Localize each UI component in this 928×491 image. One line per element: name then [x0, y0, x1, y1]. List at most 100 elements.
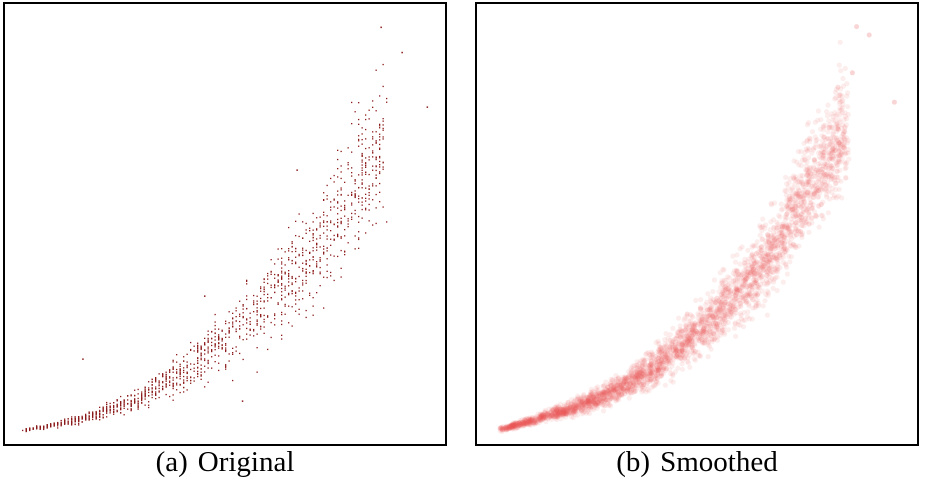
data-point: [340, 222, 342, 225]
data-point: [197, 366, 199, 368]
data-point: [253, 294, 255, 297]
data-point: [602, 397, 608, 403]
data-point: [130, 409, 132, 411]
data-point: [246, 295, 248, 297]
data-point: [634, 374, 641, 380]
data-point: [760, 278, 766, 284]
data-point: [172, 387, 174, 390]
data-point: [267, 316, 269, 318]
data-point: [186, 376, 188, 378]
data-point: [106, 408, 108, 410]
data-point: [386, 101, 388, 103]
data-point: [780, 206, 786, 212]
data-point: [841, 145, 847, 151]
data-point: [158, 390, 160, 392]
data-point: [176, 389, 178, 391]
data-point: [302, 298, 304, 300]
data-point: [611, 385, 617, 391]
data-point: [78, 420, 80, 422]
data-point: [668, 353, 674, 359]
data-point: [779, 229, 785, 235]
data-point: [713, 312, 719, 318]
data-point: [626, 385, 632, 391]
data-point: [137, 408, 139, 410]
data-point: [582, 399, 588, 405]
data-point: [837, 91, 843, 97]
data-point: [771, 224, 777, 230]
data-point: [375, 142, 377, 144]
data-point: [249, 323, 251, 325]
data-point: [615, 391, 621, 397]
data-point: [137, 397, 139, 400]
data-point: [752, 271, 758, 277]
data-point: [700, 331, 706, 337]
data-point: [263, 321, 265, 323]
data-point: [749, 251, 755, 257]
data-point: [316, 261, 318, 263]
data-point: [382, 124, 384, 126]
data-point: [102, 414, 104, 416]
data-point: [790, 173, 796, 179]
data-point: [365, 187, 367, 189]
data-point: [670, 339, 676, 345]
data-point: [766, 265, 772, 271]
data-point: [763, 268, 769, 274]
data-point: [344, 208, 346, 210]
data-point: [687, 337, 693, 344]
data-point: [526, 417, 532, 423]
data-point: [672, 369, 678, 375]
data-point: [785, 210, 791, 216]
data-point: [728, 302, 734, 308]
data-point: [559, 407, 566, 413]
data-point: [579, 399, 585, 405]
data-point: [521, 421, 527, 427]
data-point: [537, 415, 544, 421]
data-point: [826, 149, 832, 155]
data-point: [821, 141, 827, 147]
data-point: [642, 374, 648, 380]
data-point: [158, 391, 160, 393]
data-point: [601, 389, 607, 395]
data-point: [372, 169, 374, 171]
data-point: [284, 273, 286, 275]
data-point: [630, 375, 636, 381]
data-point: [655, 371, 661, 377]
data-point: [207, 341, 209, 343]
data-point: [619, 382, 625, 388]
data-point: [832, 144, 838, 150]
outlier-point: [854, 24, 860, 30]
data-point: [239, 320, 241, 323]
data-point: [81, 415, 83, 417]
data-point: [750, 266, 756, 272]
data-point: [113, 402, 115, 404]
data-point: [319, 246, 321, 248]
outlier-point: [401, 51, 403, 54]
data-point: [263, 291, 265, 293]
data-point: [507, 424, 513, 430]
data-point: [284, 287, 286, 289]
data-point: [50, 425, 52, 428]
data-point: [347, 164, 349, 166]
data-point: [312, 305, 314, 307]
data-point: [372, 152, 374, 154]
data-point: [572, 406, 578, 412]
data-point: [78, 417, 80, 419]
data-point: [603, 397, 609, 403]
data-point: [358, 102, 360, 104]
data-point: [235, 346, 237, 348]
data-point: [595, 391, 601, 397]
data-point: [78, 416, 80, 418]
data-point: [144, 392, 146, 394]
data-point: [379, 139, 381, 141]
data-point: [504, 427, 510, 433]
data-point: [120, 401, 122, 403]
data-point: [36, 427, 38, 429]
data-point: [228, 353, 230, 355]
data-point: [600, 391, 606, 397]
data-point: [120, 405, 122, 407]
data-point: [838, 68, 844, 74]
data-point: [102, 408, 104, 411]
data-point: [127, 399, 129, 401]
data-point: [679, 342, 685, 348]
data-point: [840, 83, 846, 89]
